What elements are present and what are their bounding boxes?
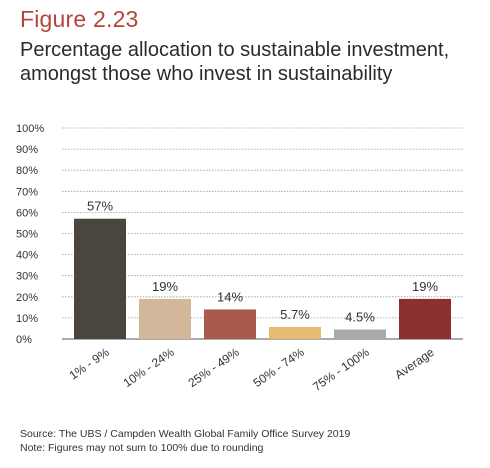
- y-tick-label: 10%: [16, 313, 38, 325]
- bar: [269, 326, 321, 339]
- y-tick-label: 100%: [16, 123, 44, 135]
- chart-title: Percentage allocation to sustainable inv…: [20, 38, 485, 86]
- bar: [74, 218, 126, 339]
- chart-title-line-2: amongst those who invest in sustainabili…: [20, 63, 393, 85]
- figure-label: Figure 2.23: [20, 6, 139, 32]
- x-tick-label: 50% - 74%: [251, 345, 307, 390]
- bar: [139, 298, 191, 339]
- value-label: 5.7%: [280, 307, 310, 322]
- y-tick-label: 50%: [16, 229, 38, 241]
- x-tick-label: 1% - 9%: [67, 345, 112, 383]
- y-tick-label: 20%: [16, 292, 38, 304]
- y-tick-label: 70%: [16, 186, 38, 198]
- rounding-note: Note: Figures may not sum to 100% due to…: [20, 442, 264, 454]
- value-label: 4.5%: [345, 310, 375, 325]
- x-tick-label: Average: [392, 345, 437, 382]
- y-tick-label: 40%: [16, 250, 38, 262]
- bar: [204, 309, 256, 339]
- chart-title-line-1: Percentage allocation to sustainable inv…: [20, 39, 450, 61]
- x-tick-label: 75% - 100%: [310, 345, 372, 394]
- value-labels: 57% 19% 14% 5.7% 4.5% 19%: [87, 199, 438, 325]
- y-tick-label: 30%: [16, 271, 38, 283]
- y-tick-label: 80%: [16, 165, 38, 177]
- bar: [399, 298, 451, 339]
- value-label: 19%: [152, 279, 178, 294]
- value-label: 14%: [217, 289, 243, 304]
- value-label: 19%: [412, 279, 438, 294]
- x-axis-ticks: 1% - 9% 10% - 24% 25% - 49% 50% - 74% 75% - …: [67, 345, 437, 394]
- bars: [74, 218, 451, 339]
- bar: [334, 329, 386, 339]
- y-axis-ticks: 0% 10% 20% 30% 40% 50% 60% 70% 80% 90% 100%: [16, 123, 44, 346]
- y-tick-label: 90%: [16, 144, 38, 156]
- x-tick-label: 10% - 24%: [121, 345, 177, 390]
- y-tick-label: 0%: [16, 334, 32, 346]
- source-note: Source: The UBS / Campden Wealth Global …: [20, 428, 351, 440]
- y-tick-label: 60%: [16, 207, 38, 219]
- x-tick-label: 25% - 49%: [186, 345, 242, 390]
- grid-lines: [62, 127, 463, 340]
- value-label: 57%: [87, 199, 113, 214]
